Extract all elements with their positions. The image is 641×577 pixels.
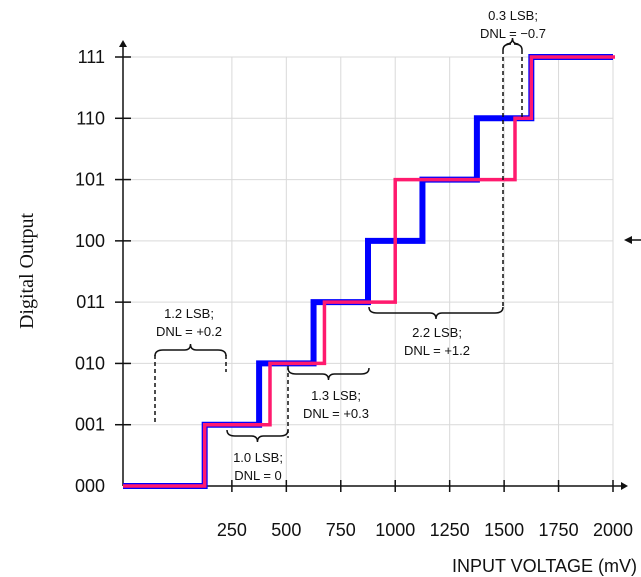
annotation-label: DNL = −0.7 bbox=[480, 26, 546, 41]
x-tick-label: 750 bbox=[326, 520, 356, 540]
annotation-label: DNL = 0 bbox=[234, 468, 282, 483]
y-tick-label: 011 bbox=[76, 292, 105, 312]
y-tick-label: 001 bbox=[75, 415, 105, 435]
brace bbox=[502, 37, 523, 51]
tick-label-layer: 250 500 750 1000 1250 1500 1750 2000 000 001 010 01… bbox=[75, 47, 633, 540]
brace bbox=[368, 306, 504, 320]
y-tick-label: 010 bbox=[75, 353, 105, 373]
y-axis-arrow-icon bbox=[119, 40, 127, 47]
y-tick-label: 111 bbox=[78, 47, 105, 67]
axes bbox=[115, 40, 628, 492]
x-tick-label: 1000 bbox=[375, 520, 415, 540]
annotation-label: 0.3 LSB; bbox=[488, 8, 538, 23]
series-layer bbox=[123, 54, 615, 489]
x-tick-label: 250 bbox=[217, 520, 247, 540]
arrow-icon bbox=[624, 236, 641, 244]
x-tick-label: 1500 bbox=[484, 520, 524, 540]
x-tick-label: 2000 bbox=[593, 520, 633, 540]
y-tick-label: 100 bbox=[75, 231, 105, 251]
annotation-label: 2.2 LSB; bbox=[412, 325, 462, 340]
brace bbox=[226, 429, 289, 443]
x-axis-label: INPUT VOLTAGE (mV) bbox=[452, 556, 637, 576]
y-tick-label: 101 bbox=[75, 170, 105, 190]
y-tick-label: 110 bbox=[76, 108, 105, 128]
series-pink-staircase bbox=[123, 55, 615, 488]
x-tick-label: 1750 bbox=[539, 520, 579, 540]
y-axis-label: Digital Output bbox=[16, 213, 38, 330]
x-axis-arrow-icon bbox=[621, 482, 628, 490]
annotation-layer: 1.2 LSB; DNL = +0.2 1.0 LSB; DNL = 0 1.3 LSB… bbox=[154, 8, 546, 483]
annotation-label: DNL = +0.2 bbox=[156, 324, 222, 339]
series-blue-staircase bbox=[123, 54, 613, 489]
annotation-label: 1.3 LSB; bbox=[311, 388, 361, 403]
annotation-label: 1.2 LSB; bbox=[164, 306, 214, 321]
annotation-label: 1.0 LSB; bbox=[233, 450, 283, 465]
y-tick-label: 000 bbox=[75, 476, 105, 496]
brace bbox=[287, 367, 370, 381]
annotation-label: DNL = +1.2 bbox=[404, 343, 470, 358]
annotation-label: DNL = +0.3 bbox=[303, 406, 369, 421]
brace bbox=[154, 343, 227, 357]
x-tick-label: 500 bbox=[271, 520, 301, 540]
x-tick-label: 1250 bbox=[430, 520, 470, 540]
